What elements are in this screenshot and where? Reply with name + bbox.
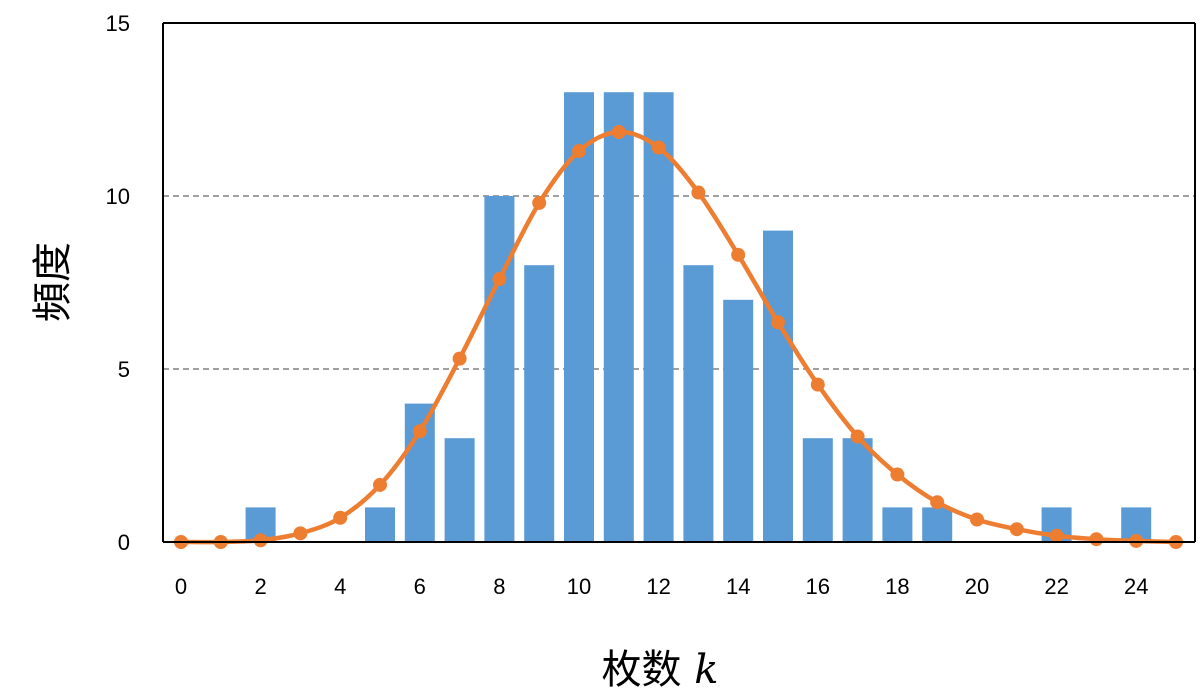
line-point (572, 144, 586, 159)
line-point (492, 272, 507, 287)
x-tick-label: 0 (175, 574, 187, 599)
bar (643, 92, 674, 542)
x-tick-label: 20 (965, 574, 989, 599)
x-tick-label: 6 (414, 574, 426, 599)
y-tick-label: 5 (118, 357, 130, 382)
line-point (1049, 528, 1064, 543)
x-axis-title: 枚数 k (602, 647, 719, 691)
line-point (1009, 522, 1024, 537)
y-tick-label: 10 (106, 184, 130, 209)
line-point (412, 424, 427, 439)
y-axis-title: 頻度 (30, 242, 76, 322)
bar (365, 507, 395, 542)
line-point (253, 533, 268, 548)
bar (922, 507, 953, 542)
bar (484, 196, 515, 542)
line-point (373, 477, 387, 492)
line-point (771, 315, 785, 330)
bar (842, 438, 873, 542)
line-point (532, 195, 547, 210)
line-point (333, 510, 348, 525)
line-point (930, 495, 945, 510)
line-point (1129, 533, 1144, 548)
bar (444, 438, 475, 542)
line-point (293, 526, 308, 541)
x-tick-label: 10 (567, 574, 591, 599)
x-tick-label: 12 (646, 574, 670, 599)
line-point (611, 124, 626, 139)
x-tick-label: 22 (1044, 574, 1068, 599)
line-point (651, 140, 666, 155)
bar-series (245, 92, 1152, 542)
grid-lines (163, 195, 1195, 370)
bar (723, 299, 754, 542)
bar (802, 438, 833, 542)
line-point (731, 247, 746, 262)
x-tick-label: 16 (806, 574, 830, 599)
y-tick-label: 15 (106, 11, 130, 36)
x-tick-label: 24 (1124, 574, 1148, 599)
line-point (970, 512, 984, 527)
x-tick-label: 14 (726, 574, 750, 599)
line-point (810, 377, 825, 392)
axes (162, 22, 1196, 543)
bar (603, 92, 634, 542)
line-point (850, 429, 865, 444)
x-tick-label: 8 (493, 574, 505, 599)
bar (683, 265, 714, 542)
bar (763, 230, 793, 542)
line-point (1089, 532, 1104, 547)
fitted-curve (180, 129, 1177, 545)
x-tick-label: 18 (885, 574, 909, 599)
line-point (691, 185, 706, 200)
x-tick-label: 2 (254, 574, 266, 599)
line-point (890, 467, 905, 482)
bar (882, 507, 913, 542)
bar (524, 265, 555, 542)
line-point (452, 351, 467, 366)
bar (564, 92, 594, 542)
y-tick-label: 0 (118, 530, 130, 555)
line-series (174, 124, 1183, 549)
x-tick-label: 4 (334, 574, 346, 599)
